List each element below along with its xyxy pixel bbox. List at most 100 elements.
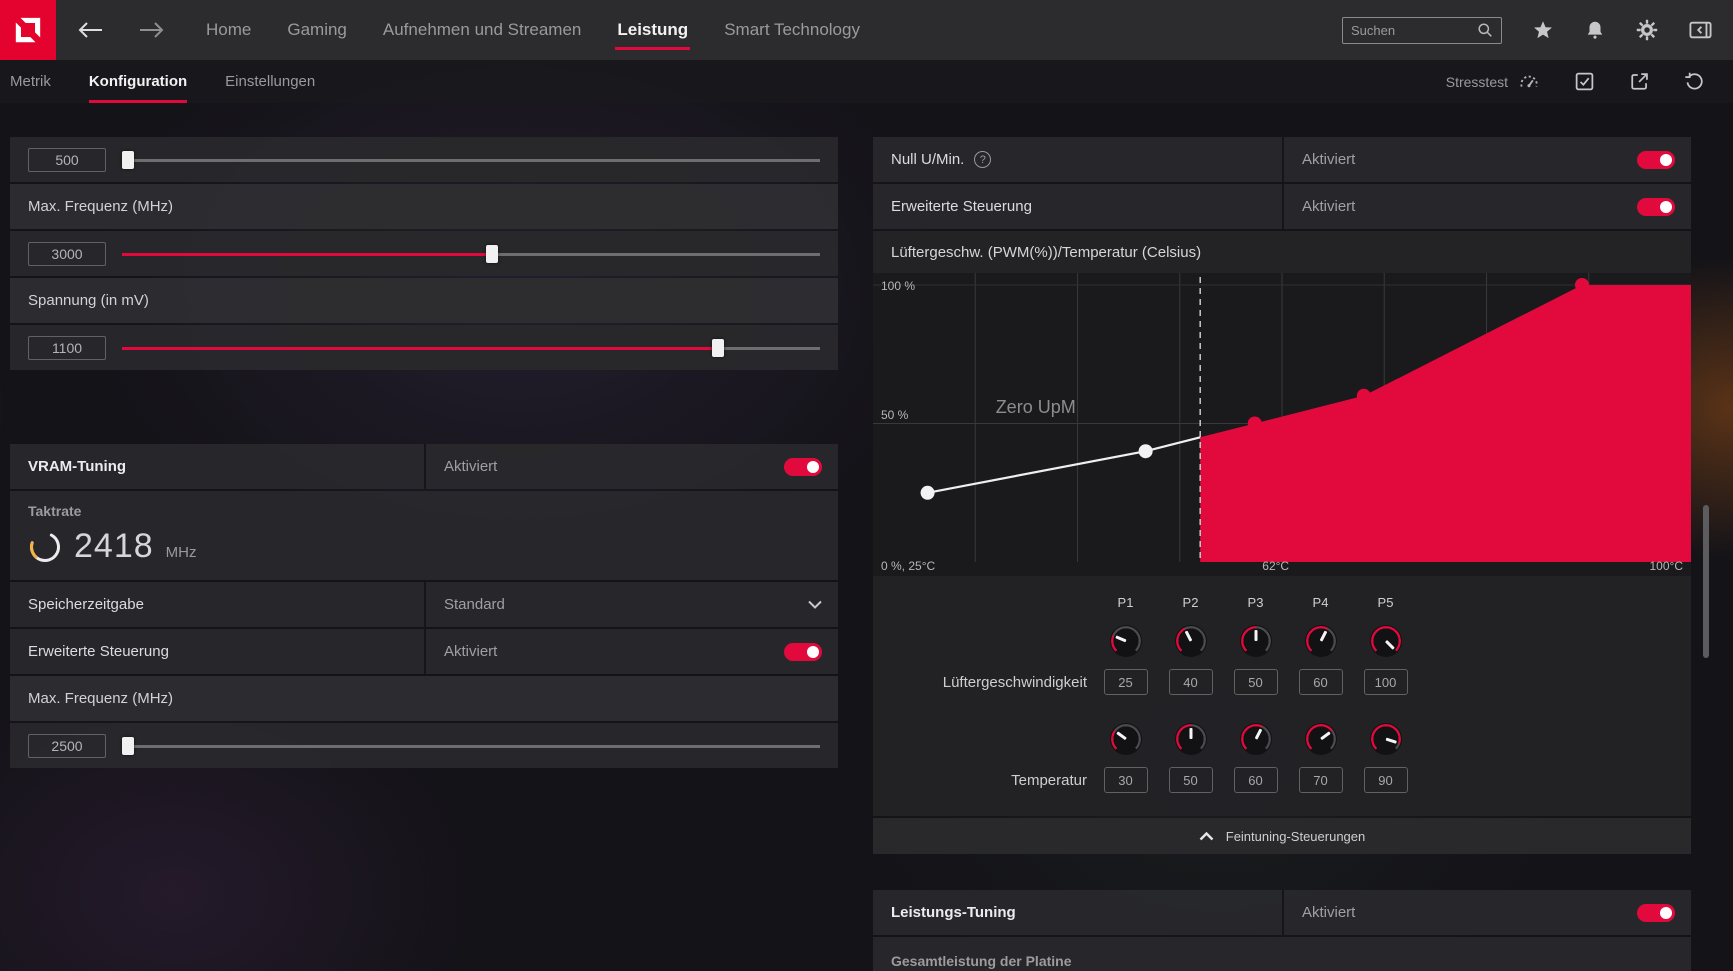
fan-speed-value[interactable]: 40 bbox=[1168, 669, 1213, 695]
vram-clock-block: Taktrate 2418 MHz bbox=[10, 491, 838, 580]
fan-knob[interactable] bbox=[1174, 723, 1207, 755]
export-profile-button[interactable] bbox=[1629, 71, 1650, 92]
slider-handle[interactable] bbox=[122, 150, 134, 169]
slider-handle[interactable] bbox=[711, 338, 724, 357]
nav-record-stream[interactable]: Aufnehmen und Streamen bbox=[382, 20, 582, 39]
gear-icon bbox=[1636, 19, 1658, 41]
fan-speed-value[interactable]: 60 bbox=[1298, 669, 1343, 695]
min-frequency-value[interactable]: 500 bbox=[28, 147, 106, 172]
fan-knob[interactable] bbox=[1304, 625, 1337, 657]
temperature-value[interactable]: 30 bbox=[1103, 767, 1148, 793]
slider-handle[interactable] bbox=[122, 736, 134, 755]
fan-curve-chart[interactable]: 100 % 50 % 0 %, 25°C 62°C 100°C Zero UpM bbox=[873, 273, 1691, 576]
temperature-value[interactable]: 90 bbox=[1363, 767, 1408, 793]
apply-profile-button[interactable] bbox=[1574, 71, 1595, 92]
fan-knob[interactable] bbox=[1239, 723, 1272, 755]
fan-speed-value[interactable]: 50 bbox=[1233, 669, 1278, 695]
tab-metrics[interactable]: Metrik bbox=[10, 73, 51, 90]
fan-speed-value[interactable]: 25 bbox=[1103, 669, 1148, 695]
zero-rpm-status: Aktiviert bbox=[1302, 151, 1356, 168]
nav-performance[interactable]: Leistung bbox=[615, 0, 691, 60]
vertical-scrollbar[interactable] bbox=[1703, 505, 1709, 658]
voltage-value[interactable]: 1100 bbox=[28, 335, 106, 360]
help-icon[interactable]: ? bbox=[974, 151, 992, 168]
checkbox-check-icon bbox=[1575, 72, 1594, 91]
vram-max-frequency-value[interactable]: 2500 bbox=[28, 733, 106, 758]
fine-tuning-collapse-bar[interactable]: Feintuning-Steuerungen bbox=[873, 818, 1691, 854]
slider-handle[interactable] bbox=[485, 244, 498, 263]
favorites-button[interactable] bbox=[1532, 19, 1554, 41]
fan-knob[interactable] bbox=[1239, 625, 1272, 657]
fan-advanced-row: Erweiterte Steuerung Aktiviert bbox=[873, 184, 1691, 229]
memory-timing-dropdown[interactable]: Standard bbox=[424, 582, 838, 627]
search-icon[interactable] bbox=[1477, 22, 1493, 38]
voltage-header: Spannung (in mV) bbox=[10, 278, 838, 323]
nav-gaming[interactable]: Gaming bbox=[287, 20, 347, 39]
clock-rate-unit: MHz bbox=[165, 544, 197, 561]
memory-timing-label: Speicherzeitgabe bbox=[28, 596, 144, 613]
main-nav: Home Gaming Aufnehmen und Streamen Leist… bbox=[206, 0, 860, 60]
memory-timing-value: Standard bbox=[444, 596, 505, 613]
max-frequency-row: 3000 bbox=[10, 231, 838, 276]
overlay-panel-button[interactable] bbox=[1688, 19, 1713, 41]
fan-advanced-toggle[interactable] bbox=[1637, 197, 1675, 216]
notifications-button[interactable] bbox=[1584, 19, 1606, 41]
forward-button[interactable] bbox=[138, 21, 164, 39]
temperature-value[interactable]: 50 bbox=[1168, 767, 1213, 793]
search-input[interactable] bbox=[1351, 22, 1477, 38]
nav-home[interactable]: Home bbox=[206, 20, 252, 39]
fan-knob[interactable] bbox=[1109, 723, 1142, 755]
zero-rpm-toggle[interactable] bbox=[1637, 150, 1675, 169]
nav-smart-technology[interactable]: Smart Technology bbox=[724, 20, 860, 39]
fan-knob[interactable] bbox=[1369, 625, 1402, 657]
tab-tuning[interactable]: Konfiguration bbox=[88, 60, 188, 103]
stresstest-button[interactable]: Stresstest bbox=[1446, 71, 1540, 93]
vram-advanced-label: Erweiterte Steuerung bbox=[28, 643, 169, 660]
performance-subnav: Metrik Konfiguration Einstellungen Stres… bbox=[0, 60, 1733, 103]
amd-arrow-icon bbox=[15, 17, 41, 43]
arrow-left-icon bbox=[78, 22, 102, 38]
bell-icon bbox=[1587, 21, 1603, 39]
fan-tuning-column: Null U/Min. ? Aktiviert Erweiterte Steue… bbox=[873, 137, 1691, 971]
vram-advanced-status: Aktiviert bbox=[444, 643, 498, 660]
fine-tuning-label: Feintuning-Steuerungen bbox=[1225, 828, 1366, 844]
fan-points-section: P1 P2 P3 P4 P5 Lüftergeschwindigkeit 25 40 50 60… bbox=[873, 576, 1691, 816]
temperature-value[interactable]: 60 bbox=[1233, 767, 1278, 793]
vram-max-frequency-slider[interactable] bbox=[122, 736, 820, 755]
history-arrows bbox=[78, 0, 164, 60]
fan-knob[interactable] bbox=[1369, 723, 1402, 755]
max-frequency-header: Max. Frequenz (MHz) bbox=[10, 184, 838, 229]
power-tuning-toggle[interactable] bbox=[1637, 903, 1675, 922]
fan-knob[interactable] bbox=[1304, 723, 1337, 755]
chevron-up-icon bbox=[1199, 831, 1214, 840]
fan-speed-value[interactable]: 100 bbox=[1363, 669, 1408, 695]
memory-timing-row: Speicherzeitgabe Standard bbox=[10, 582, 838, 627]
point-header: P3 bbox=[1247, 594, 1264, 610]
star-icon bbox=[1534, 21, 1552, 39]
vram-max-frequency-header: Max. Frequenz (MHz) bbox=[10, 676, 838, 721]
fan-chart-title: Lüftergeschw. (PWM(%))/Temperatur (Celsi… bbox=[891, 243, 1202, 261]
amd-logo[interactable] bbox=[0, 0, 56, 60]
fan-chart-header: Lüftergeschw. (PWM(%))/Temperatur (Celsi… bbox=[873, 231, 1691, 273]
vram-advanced-toggle[interactable] bbox=[784, 642, 822, 661]
fan-curve-svg[interactable] bbox=[873, 273, 1691, 576]
back-button[interactable] bbox=[78, 21, 104, 39]
max-frequency-value[interactable]: 3000 bbox=[28, 241, 106, 266]
reset-button[interactable] bbox=[1684, 71, 1705, 92]
search-box[interactable] bbox=[1342, 16, 1502, 44]
tab-settings[interactable]: Einstellungen bbox=[225, 73, 316, 90]
max-frequency-slider[interactable] bbox=[122, 244, 820, 263]
panel-toggle-icon bbox=[1689, 21, 1712, 39]
settings-button[interactable] bbox=[1636, 19, 1658, 41]
point-header: P2 bbox=[1182, 594, 1199, 610]
vram-tuning-toggle[interactable] bbox=[784, 457, 822, 476]
temperature-value[interactable]: 70 bbox=[1298, 767, 1343, 793]
min-frequency-row: 500 bbox=[10, 137, 838, 182]
clock-gauge-icon bbox=[29, 531, 60, 562]
fan-knob[interactable] bbox=[1109, 625, 1142, 657]
voltage-slider[interactable] bbox=[122, 338, 820, 357]
min-frequency-slider[interactable] bbox=[122, 150, 820, 169]
fan-knob[interactable] bbox=[1174, 625, 1207, 657]
chevron-down-icon bbox=[808, 600, 822, 609]
